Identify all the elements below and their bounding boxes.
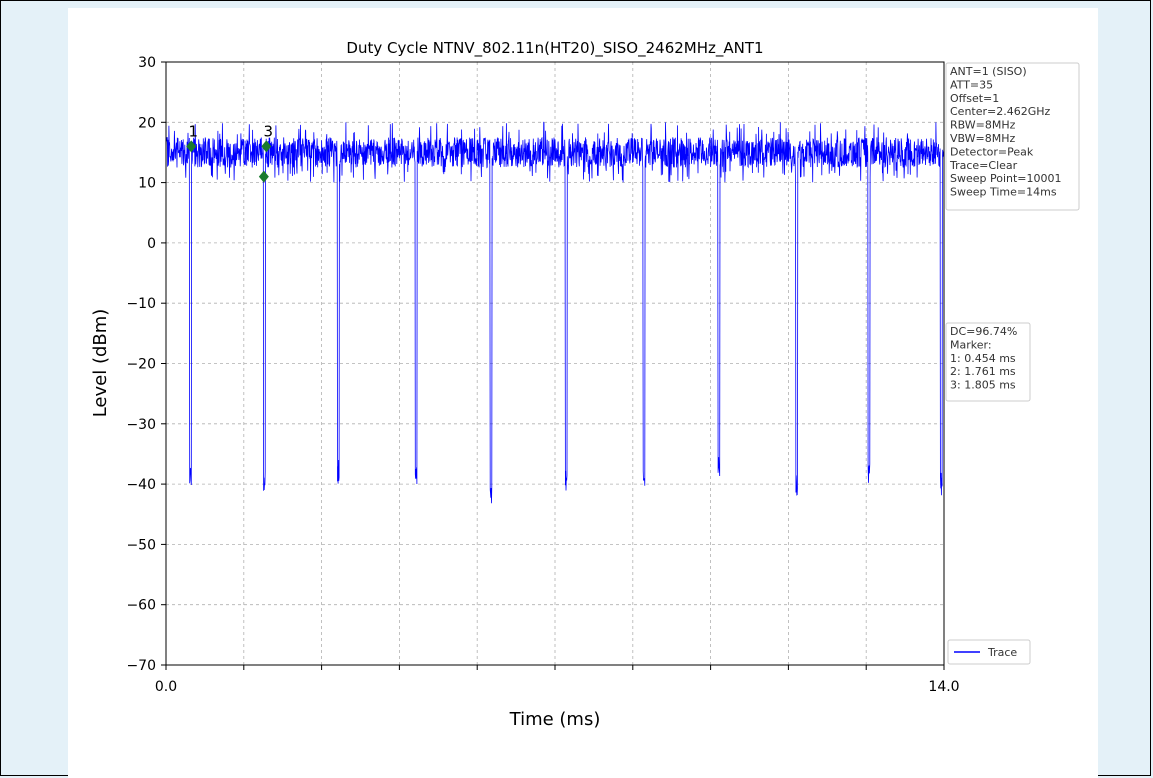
marker-1 [186,140,197,153]
result-box: DC=96.74%Marker:1: 0.454 ms2: 1.761 ms3:… [945,322,1031,402]
y-axis-label: Level (dBm) [90,309,111,418]
result-line: Marker: [950,338,992,351]
y-tick-label: −20 [126,357,156,373]
marker-label-3: 3 [264,122,274,140]
chart-panel [68,8,1098,778]
info-line: ATT=35 [950,78,993,91]
info-line: Sweep Point=10001 [950,172,1062,185]
legend: Trace [947,639,1031,665]
y-tick-label: 30 [138,55,156,71]
y-tick-label: −60 [126,598,156,614]
result-line: DC=96.74% [950,325,1017,338]
y-tick-label: −40 [126,477,156,493]
y-tick-label: −10 [126,296,156,312]
grid-lines [166,62,944,665]
marker-2 [258,170,269,183]
info-line: ANT=1 (SISO) [950,65,1027,78]
result-box-frame [945,322,1031,402]
marker-label-1: 1 [188,122,198,140]
x-tick-label: 0.0 [155,679,177,695]
marker-3 [261,140,272,153]
y-tick-label: 0 [147,236,156,252]
info-line: Trace=Clear [949,159,1018,172]
info-line: Center=2.462GHz [950,105,1051,118]
info-box-frame [945,62,1080,211]
result-line: 2: 1.761 ms [950,365,1016,378]
x-axis-label: Time (ms) [509,709,601,730]
info-line: Sweep Time=14ms [950,186,1057,199]
info-line: VBW=8MHz [950,132,1016,145]
y-tick-label: −50 [126,537,156,553]
info-line: Offset=1 [950,92,999,105]
trace-series [165,121,945,504]
y-tick-label: −30 [126,417,156,433]
x-tick-label: 14.0 [928,679,959,695]
x-axis: 0.0 14.0 [155,665,960,695]
result-line: 3: 1.805 ms [950,379,1016,392]
trace-line [165,121,945,504]
y-tick-label: −70 [126,658,156,674]
y-tick-label: 10 [138,176,156,192]
y-tick-label: 20 [138,115,156,131]
chart-title: Duty Cycle NTNV_802.11n(HT20)_SISO_2462M… [346,39,763,58]
legend-frame [947,639,1031,665]
legend-entry-trace: Trace [987,646,1017,659]
y-axis: 30 20 10 0 −10 −20 −30 −40 −50 −60 −70 [126,55,166,674]
result-line: 1: 0.454 ms [950,352,1016,365]
info-line: Detector=Peak [950,145,1034,158]
info-box: ANT=1 (SISO)ATT=35Offset=1Center=2.462GH… [945,62,1080,211]
info-line: RBW=8MHz [950,119,1016,132]
